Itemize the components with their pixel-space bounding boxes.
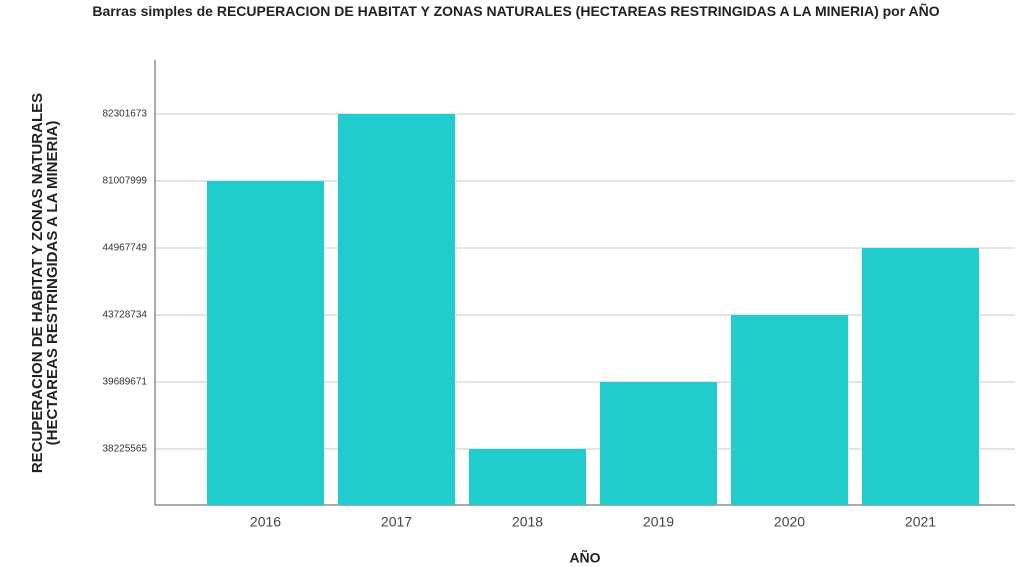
y-tick-label: 39689671 xyxy=(103,377,148,388)
x-tick-label: 2016 xyxy=(250,514,281,530)
bar xyxy=(600,382,717,505)
y-tick-label: 81007999 xyxy=(103,176,148,187)
x-tick-label: 2019 xyxy=(643,514,674,530)
x-tick-label: 2018 xyxy=(512,514,543,530)
x-tick-label: 2017 xyxy=(381,514,412,530)
y-tick-label: 38225565 xyxy=(103,444,148,455)
y-axis-title: RECUPERACION DE HABITAT Y ZONAS NATURALE… xyxy=(29,92,61,474)
x-tick-label: 2021 xyxy=(905,514,936,530)
y-tick-label: 43728734 xyxy=(103,310,148,321)
bar xyxy=(338,114,455,505)
x-axis-title: AÑO xyxy=(569,549,600,566)
x-tick-label: 2020 xyxy=(774,514,805,530)
chart-title: Barras simples de RECUPERACION DE HABITA… xyxy=(92,3,940,19)
y-tick-label: 44967749 xyxy=(103,243,148,254)
bar xyxy=(731,315,848,505)
bar xyxy=(862,248,979,505)
bar xyxy=(469,449,586,505)
y-tick-label: 82301673 xyxy=(103,109,148,120)
bar xyxy=(207,181,324,505)
